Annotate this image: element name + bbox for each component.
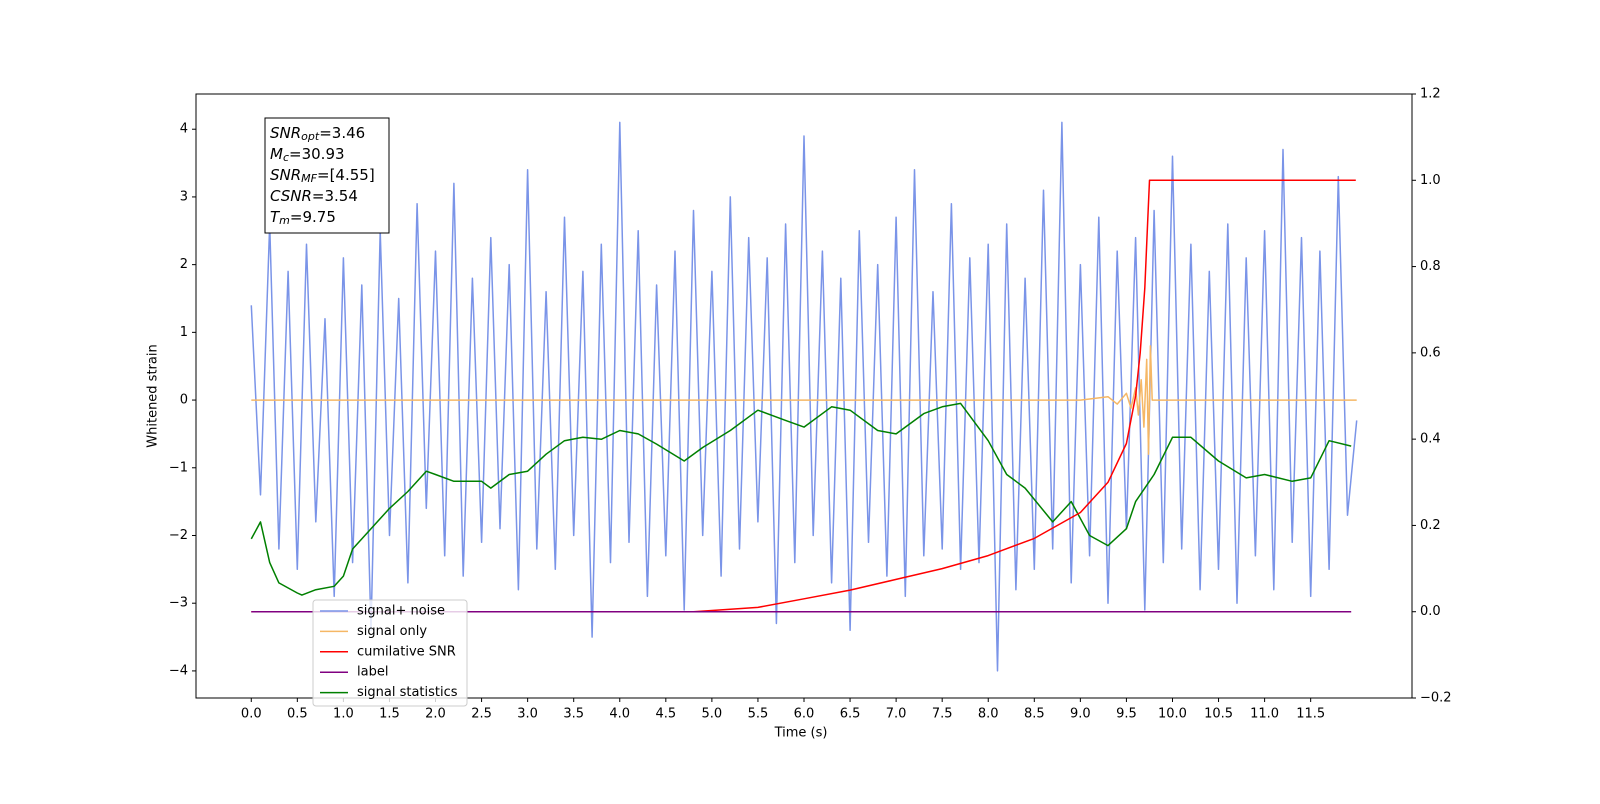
x-tick-label: 1.0 — [333, 707, 354, 722]
x-tick-label: 7.5 — [932, 707, 953, 722]
annotation-symbol: SNR — [270, 124, 301, 142]
annotation-line: Mc=30.93 — [270, 145, 345, 165]
annotation-line: SNRMF=[4.55] — [270, 166, 375, 186]
annotation-symbol: M — [270, 145, 283, 163]
y2-tick-label: 0.8 — [1420, 259, 1441, 274]
y-tick-label: 1 — [180, 325, 188, 340]
annotation-symbol: T — [270, 208, 281, 226]
annotation-symbol: CSNR — [270, 187, 312, 205]
x-tick-label: 4.0 — [609, 707, 630, 722]
x-tick-label: 4.5 — [655, 707, 676, 722]
y-axis-label: Whitened strain — [146, 344, 161, 447]
series-line — [251, 179, 1356, 613]
x-tick-label: 9.5 — [1116, 707, 1137, 722]
annotation-subscript: MF — [301, 172, 317, 185]
y2-tick-label: 1.0 — [1420, 173, 1441, 188]
x-tick-label: 11.5 — [1296, 707, 1325, 722]
y-tick-label: 0 — [180, 393, 188, 408]
x-tick-label: 3.0 — [517, 707, 538, 722]
y2-tick-label: 0.0 — [1420, 604, 1441, 619]
y2-tick-label: 1.2 — [1420, 87, 1441, 102]
y-tick-label: 2 — [180, 257, 188, 272]
series-line — [250, 121, 1358, 672]
annotation-value: =3.54 — [312, 187, 358, 205]
x-tick-label: 1.5 — [379, 707, 400, 722]
y2-tick-label: 0.6 — [1420, 345, 1441, 360]
annotation-subscript: opt — [301, 130, 320, 143]
annotation-value: =30.93 — [289, 145, 345, 163]
y-tick-label: −2 — [169, 528, 188, 543]
x-tick-label: 0.0 — [241, 707, 262, 722]
annotation-value: =3.46 — [319, 124, 365, 142]
annotation-line: CSNR=3.54 — [270, 187, 358, 205]
x-tick-label: 10.0 — [1158, 707, 1187, 722]
annotation-subscript: c — [283, 151, 289, 164]
annotation-subscript: m — [279, 214, 290, 227]
annotation-line: SNRopt=3.46 — [270, 124, 365, 144]
x-tick-label: 2.5 — [471, 707, 492, 722]
y-tick-label: −3 — [169, 596, 188, 611]
annotation-value: =9.75 — [290, 208, 336, 226]
x-axis-label: Time (s) — [774, 726, 828, 741]
x-tick-label: 5.0 — [702, 707, 723, 722]
y2-tick-label: −0.2 — [1420, 691, 1452, 706]
x-tick-label: 3.5 — [563, 707, 584, 722]
legend-label: signal statistics — [357, 685, 458, 700]
y-tick-label: −4 — [169, 663, 188, 678]
x-tick-label: 5.5 — [748, 707, 769, 722]
annotation-symbol: SNR — [270, 166, 301, 184]
x-tick-label: 2.0 — [425, 707, 446, 722]
legend-label: label — [357, 665, 388, 680]
y2-tick-label: 0.4 — [1420, 432, 1441, 447]
annotation-line: Tm=9.75 — [270, 208, 336, 228]
legend-label: cumilative SNR — [357, 644, 456, 659]
legend-box — [312, 599, 468, 707]
x-tick-label: 8.5 — [1024, 707, 1045, 722]
x-tick-label: 9.0 — [1070, 707, 1091, 722]
y-tick-label: 4 — [180, 122, 188, 137]
x-tick-label: 7.0 — [886, 707, 907, 722]
annotation-value: =[4.55] — [317, 166, 375, 184]
x-tick-label: 11.0 — [1250, 707, 1279, 722]
legend-label: signal+ noise — [357, 604, 445, 619]
x-tick-label: 0.5 — [287, 707, 308, 722]
series-line — [250, 402, 1352, 596]
y-tick-label: 3 — [180, 189, 188, 204]
annotation-box — [264, 117, 390, 234]
x-tick-label: 6.0 — [794, 707, 815, 722]
x-tick-label: 8.0 — [978, 707, 999, 722]
y2-tick-label: 0.2 — [1420, 518, 1441, 533]
x-tick-label: 6.5 — [840, 707, 861, 722]
series-line — [251, 345, 1357, 455]
legend-label: signal only — [357, 624, 427, 639]
x-tick-label: 10.5 — [1204, 707, 1233, 722]
y-tick-label: −1 — [169, 460, 188, 475]
